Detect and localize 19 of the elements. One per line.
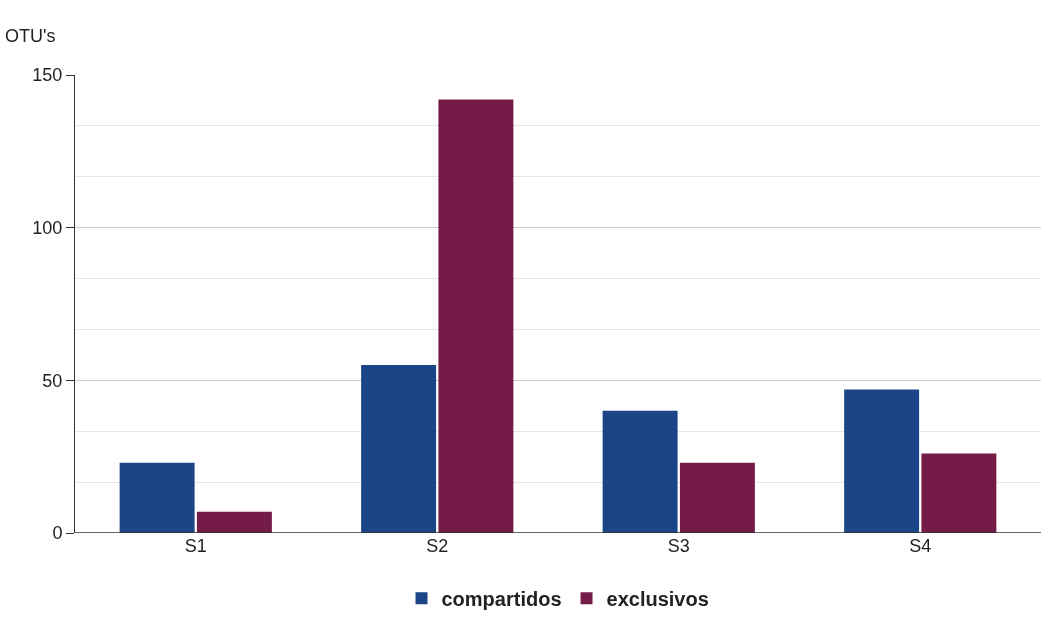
- x-tick-label: S3: [667, 536, 690, 556]
- y-tick-label: 100: [32, 217, 63, 238]
- y-tick-label: 50: [42, 370, 63, 391]
- bar: [361, 365, 437, 533]
- bar: [679, 462, 755, 533]
- bar: [196, 511, 272, 533]
- legend-label: exclusivos: [606, 588, 709, 611]
- bar: [921, 453, 997, 533]
- bar: [438, 99, 514, 533]
- bar: [119, 462, 195, 533]
- bar: [844, 389, 920, 533]
- x-tick-label: S2: [426, 536, 449, 556]
- y-axis-title: OTU's: [5, 26, 56, 46]
- y-tick-label: 0: [52, 523, 63, 544]
- x-tick-label: S4: [909, 536, 932, 556]
- bar: [602, 410, 678, 533]
- y-tick-label: 150: [32, 65, 63, 86]
- x-tick-label: S1: [184, 536, 207, 556]
- legend-label: compartidos: [441, 588, 562, 611]
